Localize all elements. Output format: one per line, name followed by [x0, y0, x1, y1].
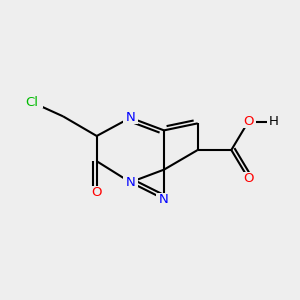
FancyBboxPatch shape — [21, 96, 44, 109]
FancyBboxPatch shape — [240, 116, 256, 128]
Text: N: N — [125, 176, 135, 189]
Text: O: O — [243, 116, 254, 128]
Text: Cl: Cl — [26, 96, 39, 109]
FancyBboxPatch shape — [156, 193, 172, 205]
FancyBboxPatch shape — [240, 172, 256, 184]
Text: O: O — [243, 172, 254, 184]
FancyBboxPatch shape — [89, 186, 105, 198]
Text: O: O — [92, 186, 102, 199]
FancyBboxPatch shape — [267, 116, 280, 128]
Text: H: H — [268, 116, 278, 128]
FancyBboxPatch shape — [122, 176, 138, 188]
Text: N: N — [125, 111, 135, 124]
FancyBboxPatch shape — [122, 112, 138, 124]
Text: N: N — [159, 193, 169, 206]
